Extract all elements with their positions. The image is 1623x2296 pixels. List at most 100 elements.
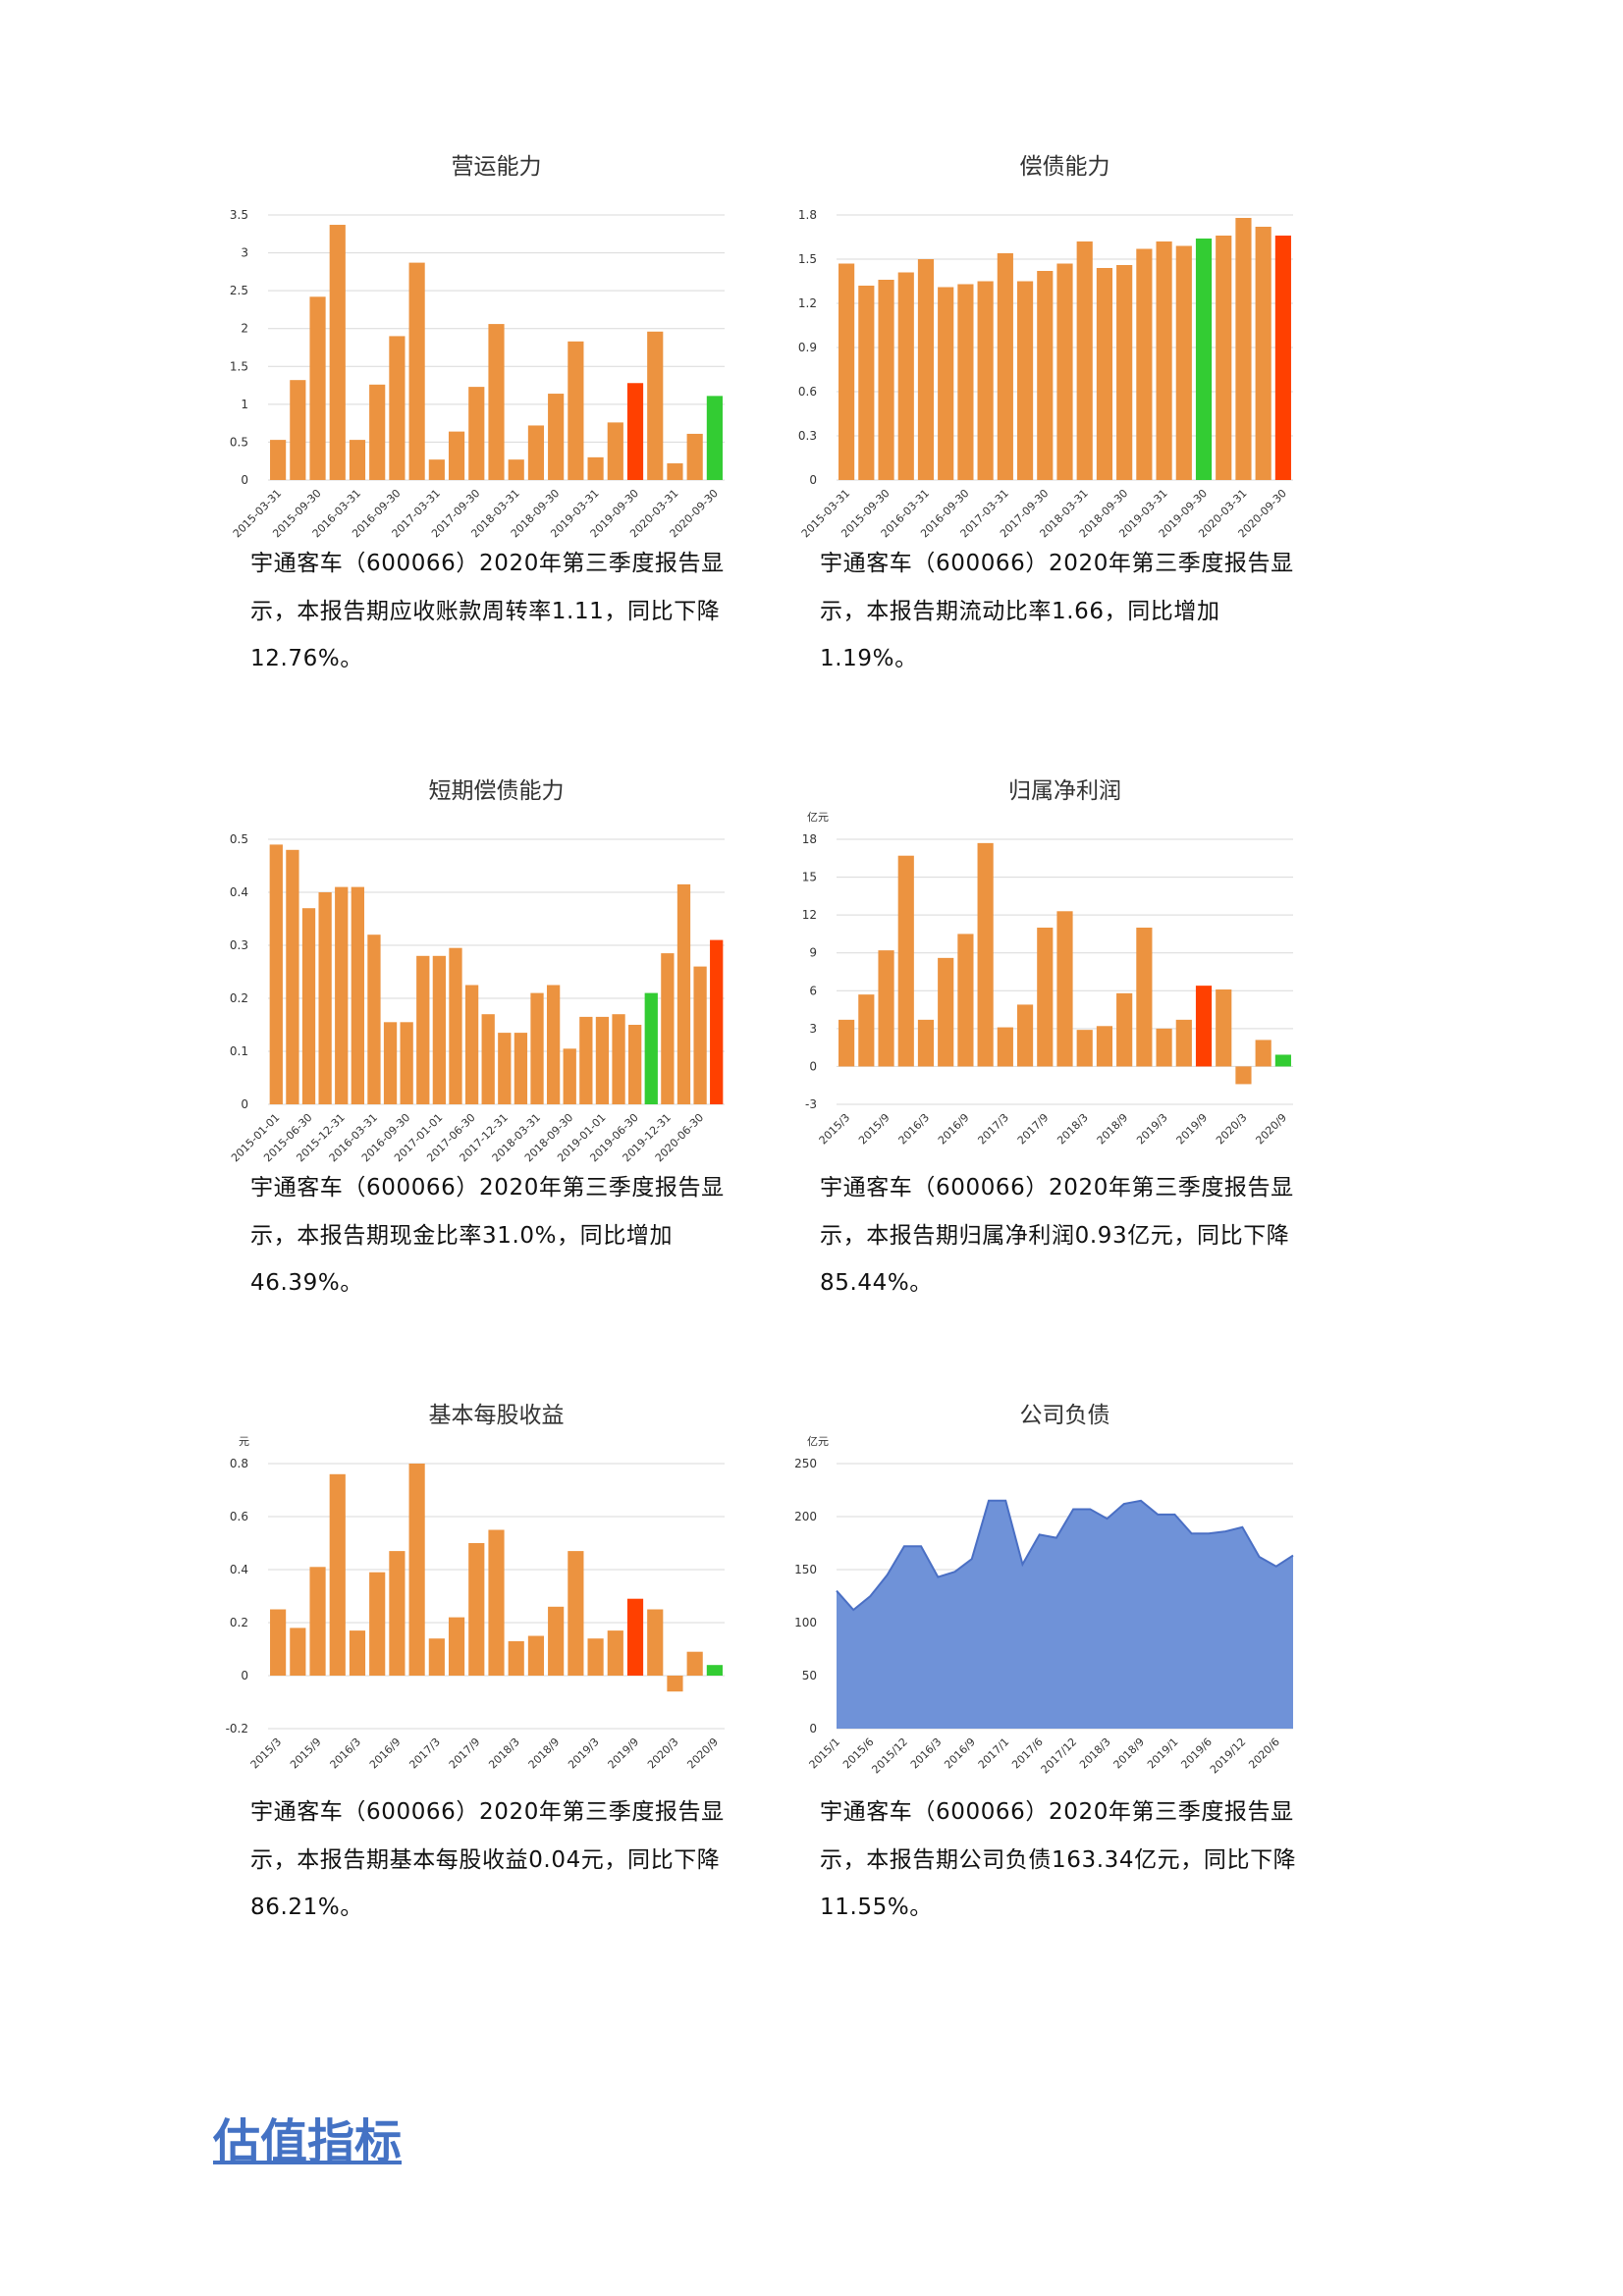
y-tick-label: 100 <box>794 1616 817 1629</box>
x-tick-label: 2017/3 <box>975 1111 1011 1148</box>
bar <box>1195 986 1213 1067</box>
bar <box>858 286 875 480</box>
y-tick-label: 1.5 <box>798 252 817 266</box>
bar <box>464 985 479 1104</box>
bar <box>938 957 954 1067</box>
bar <box>369 384 386 480</box>
bar <box>686 433 703 480</box>
bar <box>977 281 994 480</box>
bar <box>449 947 462 1104</box>
bar <box>938 287 954 480</box>
chart-title: 归属净利润 <box>1008 778 1121 804</box>
bar <box>686 1651 703 1676</box>
bar <box>527 425 545 480</box>
unit-label: 元 <box>239 1435 249 1448</box>
section-heading: 估值指标 <box>213 2114 403 2169</box>
x-tick-label: 2018/9 <box>1095 1111 1131 1148</box>
x-tick-label: 2020/3 <box>1214 1111 1250 1148</box>
bar <box>1216 236 1232 480</box>
bar <box>1016 1004 1034 1067</box>
bar <box>1274 1054 1291 1067</box>
area-line <box>836 1499 1294 1612</box>
bar <box>568 1551 584 1676</box>
bar <box>428 1638 445 1676</box>
bar <box>1136 928 1153 1067</box>
y-tick-label: 0.9 <box>798 341 817 354</box>
bar <box>1274 236 1291 480</box>
y-tick-label: 18 <box>802 832 817 846</box>
bar <box>607 422 623 480</box>
bar <box>290 1628 306 1676</box>
y-tick-label: 0.5 <box>230 435 248 449</box>
area <box>837 1500 1293 1729</box>
y-tick-label: 0 <box>809 1722 817 1735</box>
bar <box>369 1572 386 1676</box>
bar <box>349 440 366 480</box>
caption: 宇通客车（600066）2020年第三季度报告显示，本报告期应收账款周转率1.1… <box>250 551 725 671</box>
bar <box>546 985 561 1104</box>
x-tick-label: 2020/9 <box>1253 1111 1289 1148</box>
y-tick-label: 0.3 <box>798 429 817 443</box>
bar <box>626 383 644 480</box>
bar <box>309 1567 326 1676</box>
bar <box>917 1019 935 1067</box>
bar <box>897 272 914 480</box>
x-tick-label: 2015/9 <box>288 1735 324 1772</box>
x-tick-label: 2018/3 <box>1077 1735 1113 1772</box>
chart-title: 短期偿债能力 <box>429 778 565 804</box>
chart: 偿债能力00.30.60.91.21.51.82015-03-312015-09… <box>798 154 1293 540</box>
x-tick-label: 2016/9 <box>936 1111 972 1148</box>
x-tick-label: 2015/3 <box>248 1735 285 1772</box>
x-tick-label: 2019/3 <box>1134 1111 1170 1148</box>
y-tick-label: -3 <box>805 1097 817 1111</box>
bar <box>270 1609 287 1676</box>
caption: 宇通客车（600066）2020年第三季度报告显示，本报告期基本每股收益0.04… <box>250 1799 725 1920</box>
bar <box>349 1630 366 1676</box>
caption: 宇通客车（600066）2020年第三季度报告显示，本报告期归属净利润0.93亿… <box>820 1175 1294 1296</box>
y-tick-label: 0.1 <box>230 1044 248 1058</box>
bar <box>661 953 675 1104</box>
bar <box>335 886 349 1104</box>
y-tick-label: 0 <box>809 473 817 487</box>
bar <box>367 934 381 1104</box>
bar <box>1216 989 1232 1067</box>
bar <box>595 1016 610 1104</box>
y-tick-label: 0.5 <box>230 832 248 846</box>
bar <box>1136 248 1153 480</box>
bar <box>667 463 683 480</box>
bar <box>1156 1028 1172 1067</box>
x-tick-label: 2018/3 <box>1055 1111 1091 1148</box>
bar <box>286 849 299 1104</box>
y-tick-label: 1.5 <box>230 359 248 373</box>
y-tick-label: 0.3 <box>230 938 248 952</box>
bar <box>408 262 425 480</box>
bar <box>1056 911 1073 1067</box>
caption: 宇通客车（600066）2020年第三季度报告显示，本报告期现金比率31.0%，… <box>250 1175 725 1296</box>
bar <box>1096 268 1113 480</box>
bar <box>1016 281 1034 480</box>
bar <box>878 950 894 1067</box>
bar <box>270 440 287 480</box>
x-tick-label: 2018/9 <box>1111 1735 1148 1772</box>
y-tick-label: -0.2 <box>226 1722 248 1735</box>
bar <box>839 263 855 480</box>
bar <box>1156 241 1172 480</box>
bar <box>488 1529 505 1676</box>
bar <box>563 1048 576 1104</box>
y-tick-label: 150 <box>794 1563 817 1576</box>
caption: 宇通客车（600066）2020年第三季度报告显示，本报告期流动比率1.66，同… <box>820 551 1294 671</box>
bar <box>626 1598 644 1676</box>
bar <box>1076 1030 1093 1067</box>
chart-title: 偿债能力 <box>1020 154 1110 180</box>
bar <box>1116 992 1133 1067</box>
bar <box>329 1473 346 1676</box>
x-tick-label: 2017/9 <box>1015 1111 1052 1148</box>
bar <box>416 955 430 1104</box>
bar <box>351 886 364 1104</box>
x-tick-label: 2018/9 <box>526 1735 563 1772</box>
bar <box>408 1464 425 1676</box>
